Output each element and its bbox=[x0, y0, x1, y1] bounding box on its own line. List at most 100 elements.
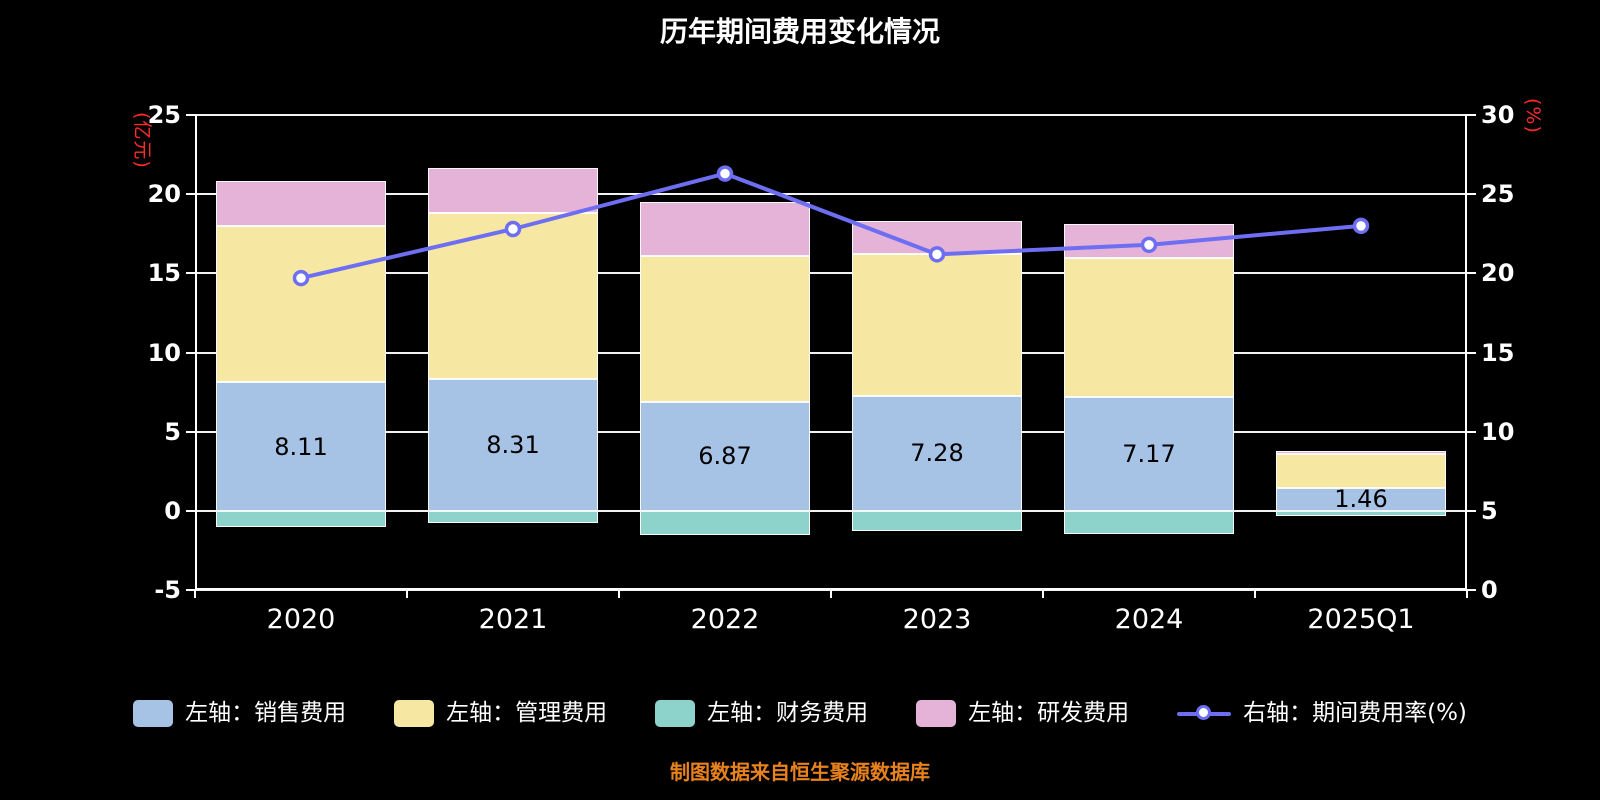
legend-item: 左轴：研发费用 bbox=[916, 698, 1129, 728]
legend-line-marker bbox=[1196, 705, 1212, 720]
right-axis-tick bbox=[1467, 193, 1476, 196]
bar-value-label: 8.11 bbox=[274, 432, 328, 461]
source-note: 制图数据来自恒生聚源数据库 bbox=[670, 760, 930, 784]
bar-segment bbox=[1276, 510, 1446, 517]
bottom-axis-tick bbox=[406, 590, 408, 598]
right-axis-tick bbox=[1467, 272, 1476, 275]
right-axis-unit-label: (%) bbox=[1522, 98, 1544, 134]
x-axis-label: 2025Q1 bbox=[1307, 604, 1415, 635]
bar-segment bbox=[216, 382, 386, 511]
gridline bbox=[195, 114, 1467, 116]
gridline bbox=[195, 509, 1467, 512]
right-axis-tick bbox=[1467, 114, 1476, 116]
bar-value-label: 8.31 bbox=[486, 431, 540, 460]
right-axis-tick bbox=[1467, 430, 1476, 433]
bar-segment bbox=[1276, 487, 1446, 511]
right-axis-tick-label: 15 bbox=[1481, 338, 1515, 367]
bottom-axis-tick bbox=[830, 590, 832, 598]
legend-item: 左轴：销售费用 bbox=[133, 698, 346, 728]
right-axis-tick-label: 30 bbox=[1481, 101, 1515, 129]
right-axis-tick-label: 10 bbox=[1481, 417, 1515, 446]
bar-segment bbox=[1276, 454, 1446, 488]
x-axis-label: 2021 bbox=[478, 604, 548, 635]
legend-label: 左轴：管理费用 bbox=[446, 700, 608, 726]
left-axis-tick bbox=[186, 272, 195, 275]
left-axis-tick bbox=[186, 114, 195, 116]
gridline bbox=[195, 430, 1467, 433]
bar-segment bbox=[1276, 451, 1446, 455]
left-axis-tick-label: 25 bbox=[147, 101, 181, 129]
chart-title: 历年期间费用变化情况 bbox=[659, 15, 940, 48]
legend-label: 左轴：销售费用 bbox=[185, 700, 347, 726]
bar-segment bbox=[428, 213, 598, 380]
left-axis-tick bbox=[186, 589, 195, 591]
bottom-axis-line bbox=[195, 588, 1467, 590]
left-axis-unit-label: (亿元) bbox=[131, 112, 153, 169]
gridline bbox=[195, 351, 1467, 354]
legend-swatch bbox=[394, 699, 435, 727]
right-axis-tick-label: 5 bbox=[1481, 496, 1498, 525]
left-axis-tick-label: 0 bbox=[164, 496, 181, 525]
left-axis-tick bbox=[186, 193, 195, 196]
bar-value-label: 7.28 bbox=[910, 439, 964, 468]
bottom-axis-tick bbox=[618, 590, 620, 598]
right-axis-line bbox=[1465, 115, 1467, 590]
x-axis-label: 2022 bbox=[690, 604, 760, 635]
left-axis-tick-label: 15 bbox=[147, 259, 181, 288]
right-axis-tick-label: 25 bbox=[1481, 180, 1515, 209]
legend: 左轴：销售费用 左轴：管理费用 左轴：财务费用 左轴：研发费用 右轴：期间费用率(%) bbox=[0, 698, 1600, 728]
bar-segment bbox=[852, 395, 1022, 511]
legend-item: 右轴：期间费用率(%) bbox=[1177, 698, 1467, 728]
right-axis-tick bbox=[1467, 589, 1476, 591]
bar-segment bbox=[428, 379, 598, 511]
legend-label: 左轴：研发费用 bbox=[968, 700, 1130, 726]
bottom-axis-tick bbox=[1466, 590, 1468, 598]
bar-segment bbox=[1064, 397, 1234, 511]
bar-segment bbox=[852, 510, 1022, 532]
bottom-axis-tick bbox=[194, 590, 196, 598]
bar-segment bbox=[216, 226, 386, 383]
bar-value-label: 7.17 bbox=[1122, 440, 1176, 469]
legend-label: 左轴：财务费用 bbox=[707, 700, 869, 726]
legend-line-swatch bbox=[1177, 700, 1232, 727]
left-axis-tick bbox=[186, 351, 195, 354]
bar-segment bbox=[852, 220, 1022, 254]
bottom-axis-tick bbox=[1042, 590, 1044, 598]
left-axis-tick-label: 10 bbox=[147, 338, 181, 367]
left-axis-tick-label: 5 bbox=[164, 417, 181, 446]
legend-swatch bbox=[133, 699, 174, 727]
bar-segment bbox=[216, 510, 386, 527]
legend-swatch bbox=[655, 699, 696, 727]
bottom-axis-tick bbox=[1254, 590, 1256, 598]
legend-label: 右轴：期间费用率(%) bbox=[1243, 700, 1467, 726]
bar-segment bbox=[640, 201, 810, 256]
x-axis-label: 2020 bbox=[266, 604, 336, 635]
right-axis-tick-label: 20 bbox=[1481, 259, 1515, 288]
bar-value-label: 6.87 bbox=[698, 442, 752, 471]
bar-segment bbox=[640, 402, 810, 511]
legend-item: 左轴：管理费用 bbox=[394, 698, 607, 728]
x-axis-label: 2024 bbox=[1114, 604, 1184, 635]
legend-item: 左轴：财务费用 bbox=[655, 698, 868, 728]
bar-segment bbox=[428, 167, 598, 213]
right-axis-tick-label: 0 bbox=[1481, 576, 1498, 604]
left-axis-tick bbox=[186, 509, 195, 512]
bar-segment bbox=[640, 255, 810, 403]
bar-segment bbox=[1064, 510, 1234, 534]
bar-value-label: 1.46 bbox=[1334, 485, 1388, 514]
x-axis-label: 2023 bbox=[902, 604, 972, 635]
legend-swatch bbox=[916, 699, 957, 727]
bar-segment bbox=[852, 253, 1022, 396]
right-axis-tick bbox=[1467, 509, 1476, 512]
line-marker bbox=[716, 165, 734, 182]
right-axis-tick bbox=[1467, 351, 1476, 354]
left-axis-tick-label: 20 bbox=[147, 180, 181, 209]
left-axis-tick-label: -5 bbox=[154, 576, 181, 604]
bar-segment bbox=[1064, 257, 1234, 398]
line-marker bbox=[1352, 217, 1370, 235]
bar-segment bbox=[640, 510, 810, 536]
bar-segment bbox=[428, 510, 598, 523]
bar-segment bbox=[216, 181, 386, 227]
left-axis-tick bbox=[186, 430, 195, 433]
